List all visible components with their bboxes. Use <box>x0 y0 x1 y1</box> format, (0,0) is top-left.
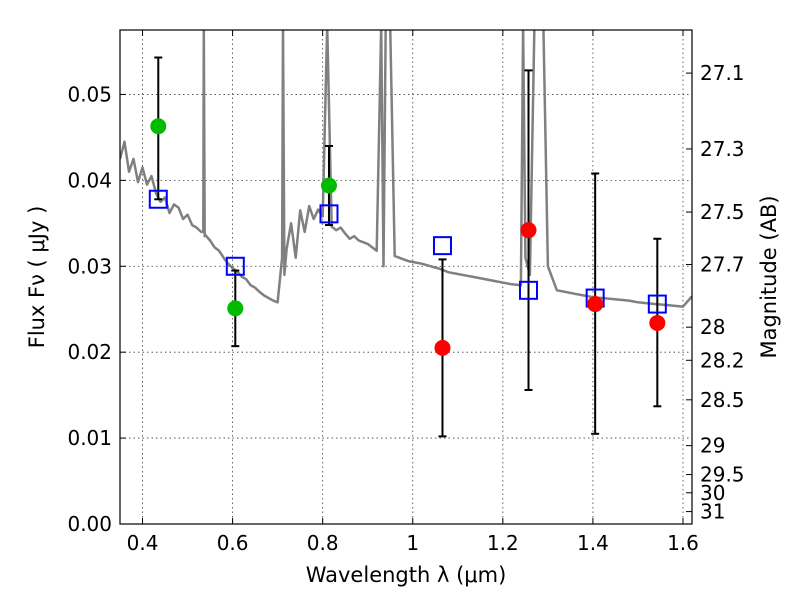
model-photometry-square <box>148 189 168 209</box>
y2-tick-label: 30 <box>700 481 725 505</box>
observed-red-point <box>434 339 451 356</box>
y-tick-label: 0.05 <box>67 82 112 106</box>
y2-tick-label: 29.5 <box>700 463 745 487</box>
y2-tick-label: 28 <box>700 315 725 339</box>
y-tick-label: 0.03 <box>67 254 112 278</box>
plot-frame <box>119 29 693 525</box>
y2-tick-label: 28.5 <box>700 388 745 412</box>
y2-tick-label: 27.1 <box>700 61 745 85</box>
observed-green-point <box>150 118 167 135</box>
y2-axis-label: Magnitude (AB) <box>757 195 781 358</box>
model-spectrum-line <box>120 30 692 308</box>
label-layer: Wavelength λ (μm) Flux Fν ( μJy ) Magnit… <box>25 195 781 587</box>
x-tick-label: 0.8 <box>307 531 339 555</box>
tick-layer: 0.4 0.6 0.8 1 1.2 1.4 1.6 0.00 0.01 0.02 0.03 0.04 0… <box>67 30 745 555</box>
x-tick-label: 0.4 <box>127 531 159 555</box>
x-tick-label: 1.4 <box>577 531 609 555</box>
y2-tick-label: 28.2 <box>700 348 745 372</box>
model-photometry-square <box>519 280 539 300</box>
model-photometry-square <box>319 204 339 224</box>
model-photometry-square <box>225 256 245 276</box>
y-tick-label: 0.00 <box>67 512 112 536</box>
x-tick-label: 0.6 <box>217 531 249 555</box>
y2-tick-label: 27.3 <box>700 137 745 161</box>
observed-red-point <box>520 222 537 239</box>
observed-red-point <box>649 314 666 331</box>
y-axis-label: Flux Fν ( μJy ) <box>25 206 49 349</box>
x-tick-label: 1 <box>406 531 419 555</box>
y-tick-label: 0.01 <box>67 426 112 450</box>
model-photometry-square <box>432 236 452 256</box>
observed-red-point <box>587 296 604 313</box>
y2-tick-label: 29 <box>700 434 725 458</box>
y-tick-label: 0.04 <box>67 168 112 192</box>
x-tick-label: 1.6 <box>667 531 699 555</box>
x-tick-label: 1.2 <box>487 531 519 555</box>
x-axis-label: Wavelength λ (μm) <box>306 563 507 587</box>
model-layer <box>120 30 692 308</box>
y2-tick-label: 31 <box>700 500 725 524</box>
marker-layer <box>148 118 667 356</box>
observed-green-point <box>320 177 337 194</box>
y2-tick-label: 27.5 <box>700 200 745 224</box>
observed-green-point <box>227 300 244 317</box>
model-photometry-square <box>647 294 667 314</box>
y-tick-label: 0.02 <box>67 340 112 364</box>
y2-tick-label: 27.7 <box>700 253 745 277</box>
